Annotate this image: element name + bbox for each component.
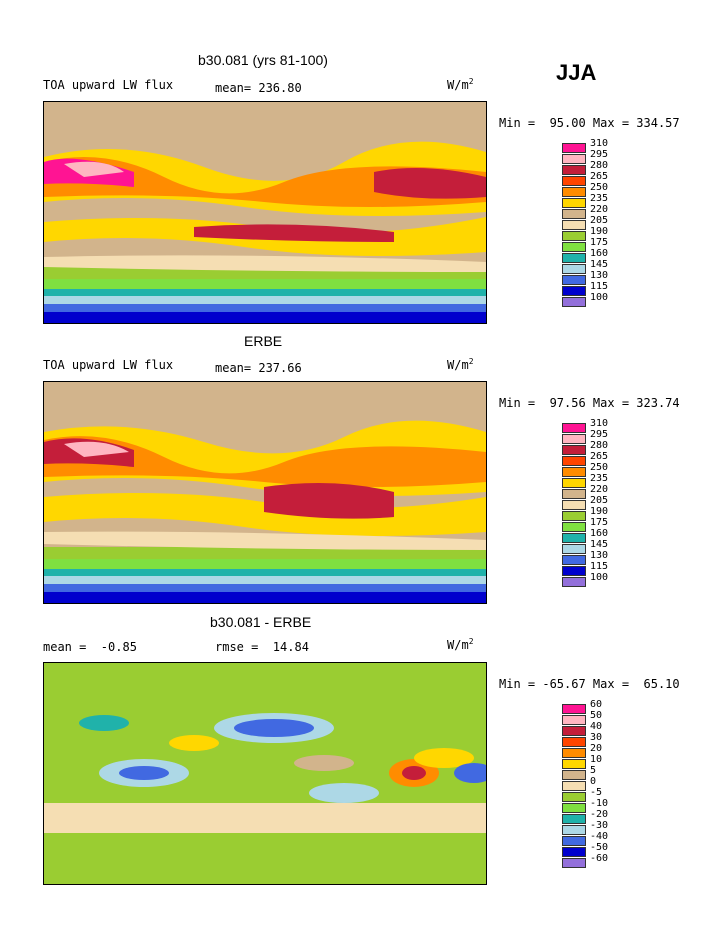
colorbar-swatch: 145 — [562, 539, 608, 555]
colorbar-swatch: 130 — [562, 270, 608, 286]
colorbar-swatch: 30 — [562, 732, 608, 748]
colorbar-swatch: -5 — [562, 787, 608, 803]
colorbar-swatch: -20 — [562, 809, 608, 825]
colorbar-swatch: 145 — [562, 259, 608, 275]
colorbar-swatch: 50 — [562, 710, 608, 726]
colorbar-swatch: 130 — [562, 550, 608, 566]
colorbar-swatch: 235 — [562, 473, 608, 489]
colorbar-swatch: 205 — [562, 495, 608, 511]
panel-3-unit: W/m2 — [447, 637, 474, 652]
panel-1-var-label: TOA upward LW flux — [43, 78, 174, 92]
colorbar-swatch: 40 — [562, 721, 608, 737]
colorbar-swatch: 115 — [562, 281, 608, 297]
panel-2-minmax: Min = 97.56 Max = 323.74 — [499, 396, 680, 410]
panel-3-mean: mean = -0.85 — [43, 640, 137, 654]
panel-3-rmse: rmse = 14.84 — [215, 640, 309, 654]
colorbar-swatch: 10 — [562, 754, 608, 770]
colorbar-swatch: 220 — [562, 204, 608, 220]
colorbar-swatch: 250 — [562, 182, 608, 198]
panel-1-colorbar: 310 295 280 265 250 235 220 205 190 175 … — [562, 138, 608, 308]
colorbar-swatch: 250 — [562, 462, 608, 478]
colorbar-swatch: 310 — [562, 138, 608, 154]
colorbar-swatch: 115 — [562, 561, 608, 577]
colorbar-swatch: 190 — [562, 506, 608, 522]
colorbar-swatch: 205 — [562, 215, 608, 231]
colorbar-swatch: 20 — [562, 743, 608, 759]
panel-2-unit: W/m2 — [447, 357, 474, 372]
colorbar-swatch: 280 — [562, 440, 608, 456]
colorbar-swatch: 5 — [562, 765, 608, 781]
panel-1-unit: W/m2 — [447, 77, 474, 92]
panel-3-minmax: Min = -65.67 Max = 65.10 — [499, 677, 680, 691]
colorbar-swatch: 295 — [562, 429, 608, 445]
panel-1-map — [43, 101, 487, 324]
colorbar-swatch: 295 — [562, 149, 608, 165]
panel-2-title: ERBE — [244, 333, 283, 349]
colorbar-swatch: 175 — [562, 237, 608, 253]
colorbar-swatch: 100 — [562, 572, 608, 588]
colorbar-swatch: -30 — [562, 820, 608, 836]
panel-1-field — [44, 102, 486, 323]
colorbar-swatch: 310 — [562, 418, 608, 434]
colorbar-swatch: 60 — [562, 699, 608, 715]
colorbar-swatch: 175 — [562, 517, 608, 533]
colorbar-swatch: 220 — [562, 484, 608, 500]
colorbar-swatch: 235 — [562, 193, 608, 209]
season-label: JJA — [556, 60, 597, 85]
colorbar-swatch: -50 — [562, 842, 608, 858]
panel-1-mean: mean= 236.80 — [215, 81, 302, 95]
colorbar-swatch: 265 — [562, 451, 608, 467]
colorbar-swatch: 160 — [562, 248, 608, 264]
panel-2-field — [44, 382, 486, 603]
panel-3-field — [44, 663, 486, 884]
panel-3-map — [43, 662, 487, 885]
colorbar-swatch: 100 — [562, 292, 608, 308]
colorbar-swatch: 265 — [562, 171, 608, 187]
colorbar-swatch: 160 — [562, 528, 608, 544]
colorbar-swatch: -10 — [562, 798, 608, 814]
colorbar-swatch: -60 — [562, 853, 608, 869]
panel-3-colorbar: 60 50 40 30 20 10 5 0 -5 -10 -20 -30 -40… — [562, 699, 608, 869]
colorbar-swatch: -40 — [562, 831, 608, 847]
colorbar-swatch: 280 — [562, 160, 608, 176]
colorbar-swatch: 190 — [562, 226, 608, 242]
colorbar-swatch: 0 — [562, 776, 608, 792]
panel-1-minmax: Min = 95.00 Max = 334.57 — [499, 116, 680, 130]
panel-2-var-label: TOA upward LW flux — [43, 358, 174, 372]
panel-2-mean: mean= 237.66 — [215, 361, 302, 375]
panel-2-map — [43, 381, 487, 604]
panel-2-colorbar: 310 295 280 265 250 235 220 205 190 175 … — [562, 418, 608, 588]
panel-1-title: b30.081 (yrs 81-100) — [198, 52, 328, 68]
panel-3-title: b30.081 - ERBE — [210, 614, 312, 630]
